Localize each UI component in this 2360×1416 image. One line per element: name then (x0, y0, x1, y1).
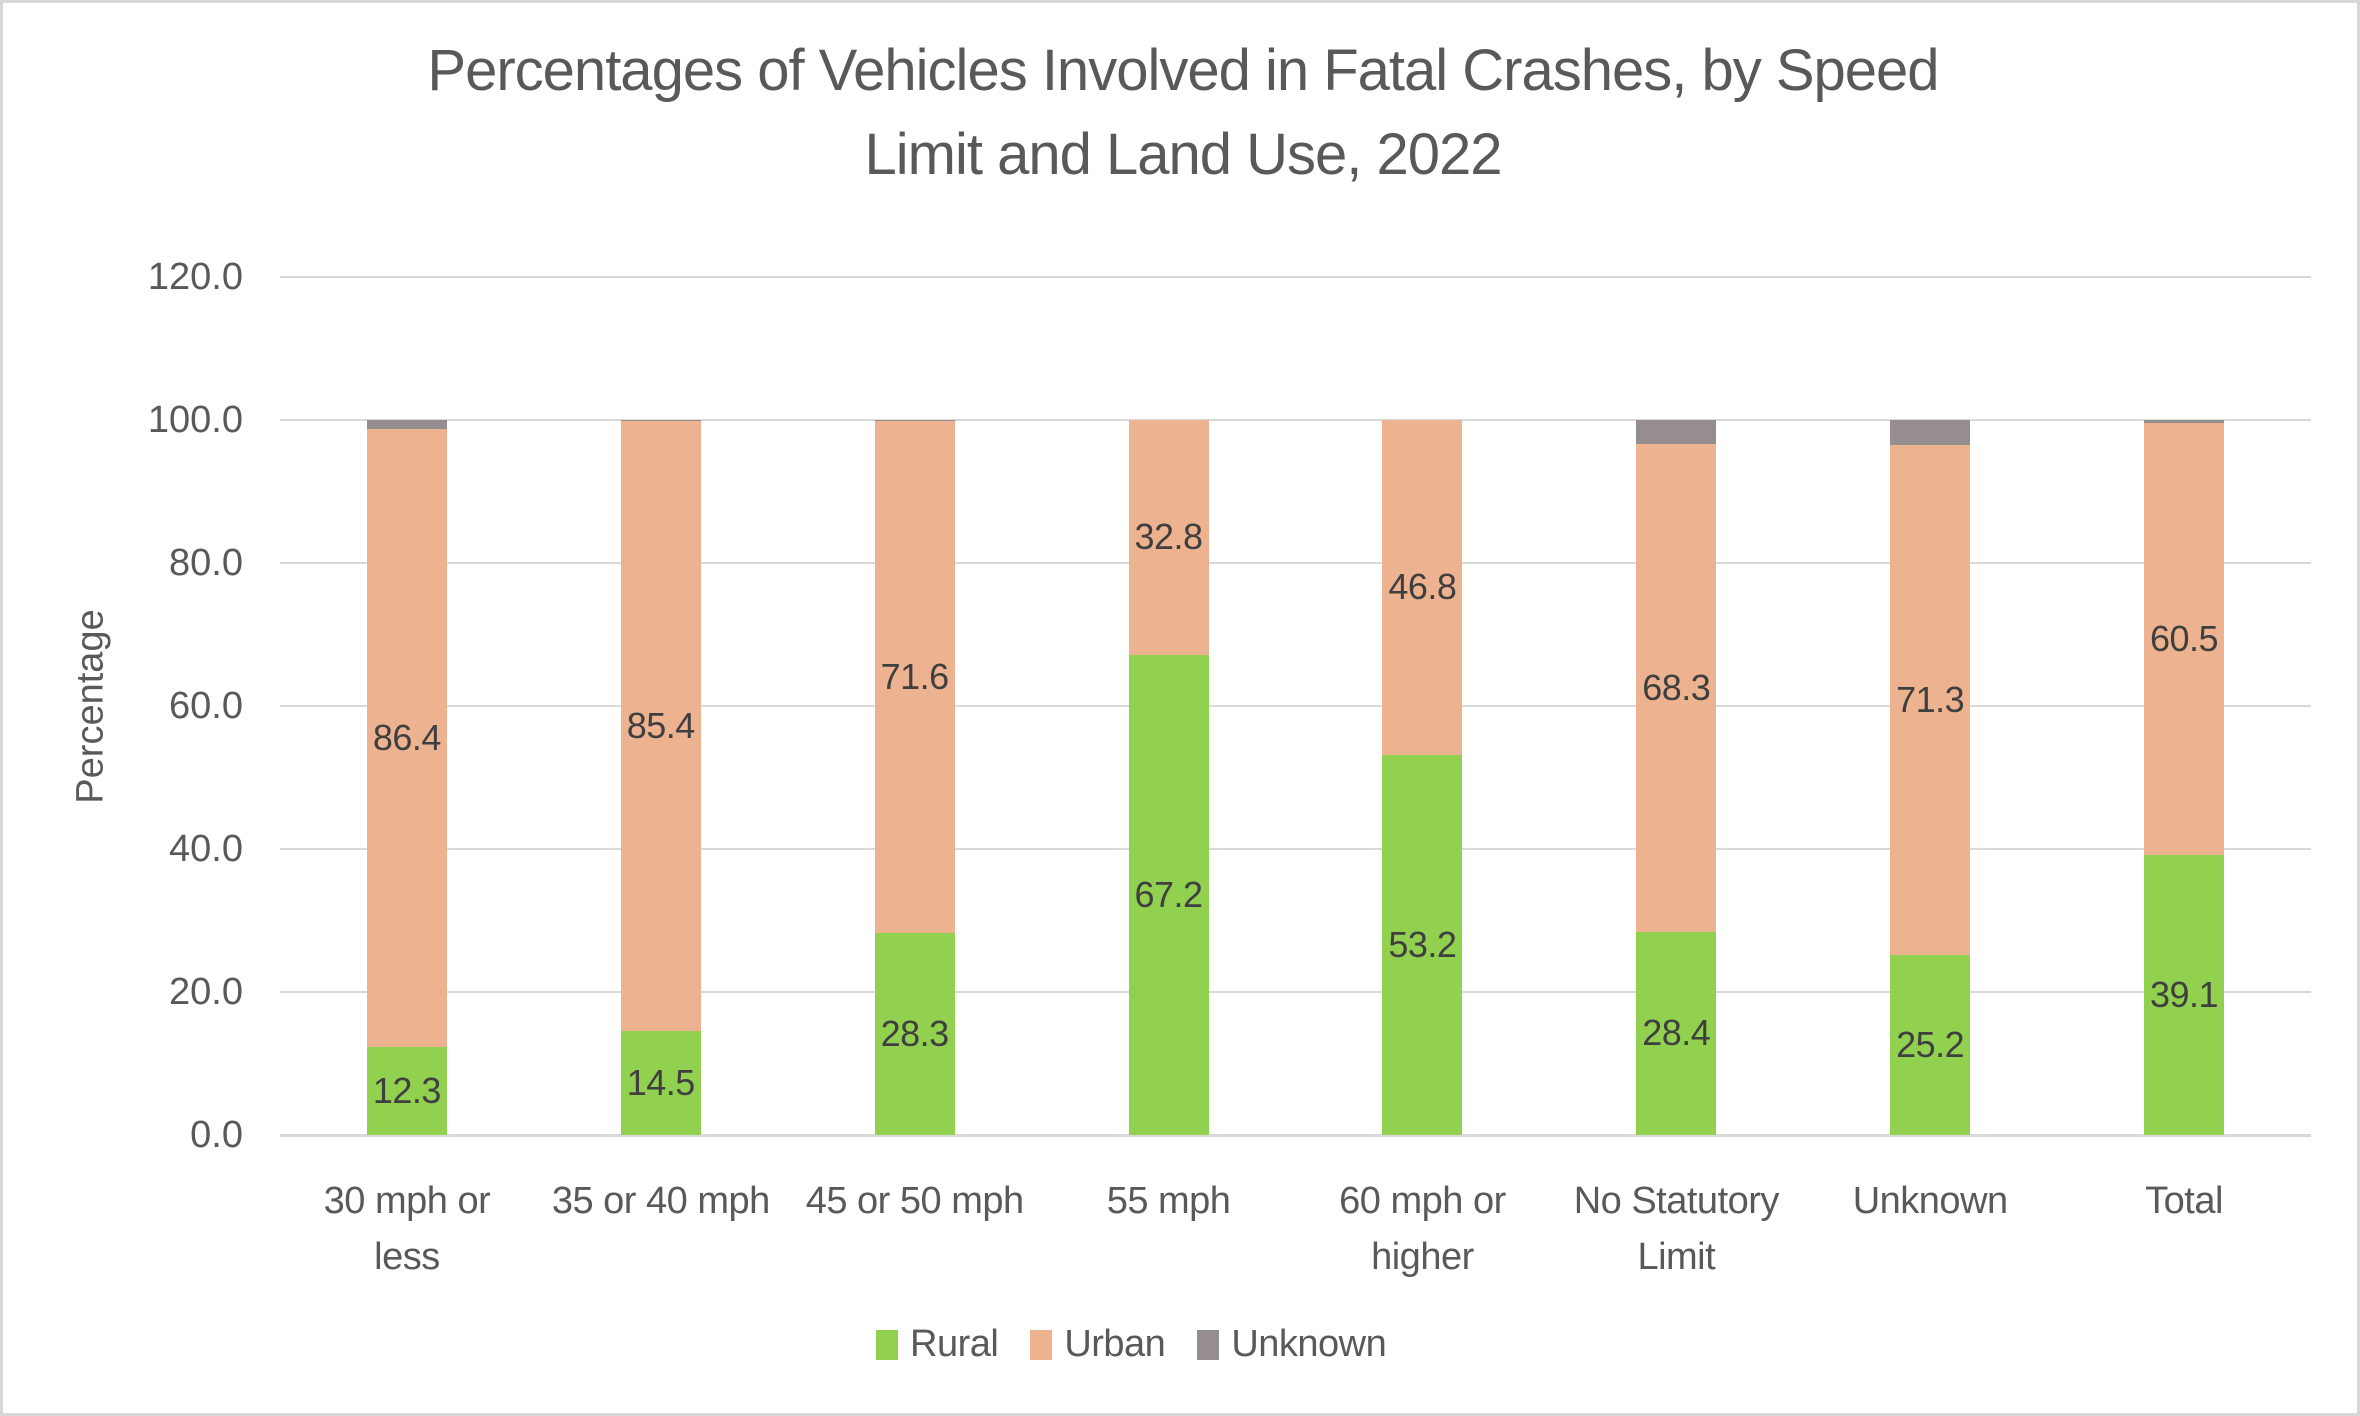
bar-segment-unknown-1 (366, 420, 447, 430)
chart-title: Percentages of Vehicles Involved in Fata… (3, 29, 2360, 197)
gridline-40 (280, 848, 2311, 850)
category-label-line: No Statutory (1573, 1180, 1780, 1222)
legend-swatch-urban (1030, 1329, 1053, 1360)
data-label-rural-1: 12.3 (372, 1070, 442, 1112)
bar-segment-rural-2 (620, 1031, 701, 1135)
data-label-urban-6: 68.3 (1642, 666, 1711, 708)
chart-title-line1: Percentages of Vehicles Involved in Fata… (427, 38, 1939, 103)
bar-segment-urban-3 (874, 420, 955, 933)
bar-segment-rural-5 (1382, 754, 1463, 1135)
y-tick-label-0: 0.0 (190, 1114, 243, 1156)
legend-swatch-rural (876, 1329, 898, 1360)
data-label-urban-2: 85.4 (626, 705, 696, 747)
data-label-urban-5: 46.8 (1388, 566, 1457, 608)
y-tick-label-20: 20.0 (169, 971, 243, 1013)
bar-segment-unknown-7 (1890, 420, 1971, 446)
bar-segment-rural-6 (1636, 931, 1717, 1135)
data-label-rural-3: 28.3 (880, 1012, 950, 1054)
bar-segment-rural-4 (1128, 654, 1209, 1135)
category-label-7: Unknown (1803, 1173, 2057, 1229)
bar-segment-urban-1 (366, 429, 447, 1048)
y-tick-label-60: 60.0 (169, 685, 243, 727)
category-label-line: less (374, 1236, 440, 1278)
bar-segment-rural-8 (2144, 855, 2225, 1135)
data-label-rural-4: 67.2 (1134, 873, 1204, 915)
category-label-line: Total (2145, 1180, 2223, 1222)
category-label-line: Unknown (1852, 1180, 2008, 1222)
category-label-5: 60 mph or higher (1296, 1173, 1550, 1285)
bar-segment-urban-5 (1382, 420, 1463, 755)
category-label-line: 55 mph (1106, 1180, 1231, 1222)
legend-item-unknown: Unknown (1197, 1323, 1387, 1366)
category-label-6: No Statutory Limit (1549, 1173, 1803, 1285)
bar-segment-unknown-2 (620, 420, 701, 421)
legend-label-unknown: Unknown (1231, 1323, 1387, 1365)
category-label-line: higher (1371, 1236, 1474, 1278)
bar-segment-rural-7 (1890, 954, 1971, 1135)
category-label-3: 45 or 50 mph (788, 1173, 1042, 1229)
data-label-rural-7: 25.2 (1896, 1023, 1965, 1065)
legend-item-rural: Rural (876, 1323, 999, 1366)
bar-segment-urban-2 (620, 420, 701, 1032)
legend-swatch-unknown (1197, 1329, 1220, 1360)
y-tick-label-80: 80.0 (169, 542, 243, 584)
y-tick-label-120: 120.0 (147, 256, 243, 298)
category-label-1: 30 mph or less (280, 1173, 534, 1285)
chart-title-line2: Limit and Land Use, 2022 (864, 122, 1503, 187)
bar-segment-unknown-8 (2144, 420, 2225, 423)
gridline-120 (280, 276, 2311, 278)
category-label-line: 30 mph or (323, 1180, 491, 1222)
bar-segment-urban-4 (1128, 420, 1209, 655)
category-label-line: 60 mph or (1339, 1180, 1506, 1222)
data-label-urban-1: 86.4 (372, 717, 442, 759)
legend: Rural Urban Unknown (876, 1323, 1387, 1366)
gridline-80 (280, 562, 2311, 564)
bar-segment-urban-6 (1636, 443, 1717, 932)
bar-segment-rural-1 (366, 1047, 447, 1135)
category-label-line: 45 or 50 mph (805, 1180, 1024, 1222)
data-label-rural-2: 14.5 (626, 1062, 696, 1104)
data-label-rural-8: 39.1 (2150, 974, 2219, 1016)
y-tick-label-100: 100.0 (147, 399, 243, 441)
gridline-100 (280, 419, 2311, 421)
data-label-urban-7: 71.3 (1896, 678, 1965, 720)
data-label-rural-6: 28.4 (1642, 1012, 1711, 1054)
bar-segment-urban-7 (1890, 445, 1971, 955)
legend-label-rural: Rural (910, 1323, 999, 1365)
category-label-2: 35 or 40 mph (534, 1173, 788, 1229)
bar-segment-rural-3 (874, 932, 955, 1135)
category-label-8: Total (2057, 1173, 2311, 1229)
legend-label-urban: Urban (1064, 1323, 1166, 1365)
legend-item-urban: Urban (1030, 1323, 1166, 1366)
category-label-line: Limit (1637, 1236, 1716, 1278)
y-tick-label-40: 40.0 (169, 828, 243, 870)
category-label-4: 55 mph (1042, 1173, 1296, 1229)
bar-segment-urban-8 (2144, 422, 2225, 856)
data-label-urban-4: 32.8 (1134, 516, 1204, 558)
gridline-20 (280, 991, 2311, 993)
category-label-line: 35 or 40 mph (551, 1180, 770, 1222)
bar-segment-unknown-3 (874, 420, 955, 421)
data-label-urban-8: 60.5 (2150, 618, 2219, 660)
data-label-rural-5: 53.2 (1388, 923, 1457, 965)
gridline-60 (280, 705, 2311, 707)
data-label-urban-3: 71.6 (880, 655, 950, 697)
bar-segment-unknown-6 (1636, 420, 1717, 444)
x-axis-line (280, 1133, 2311, 1137)
